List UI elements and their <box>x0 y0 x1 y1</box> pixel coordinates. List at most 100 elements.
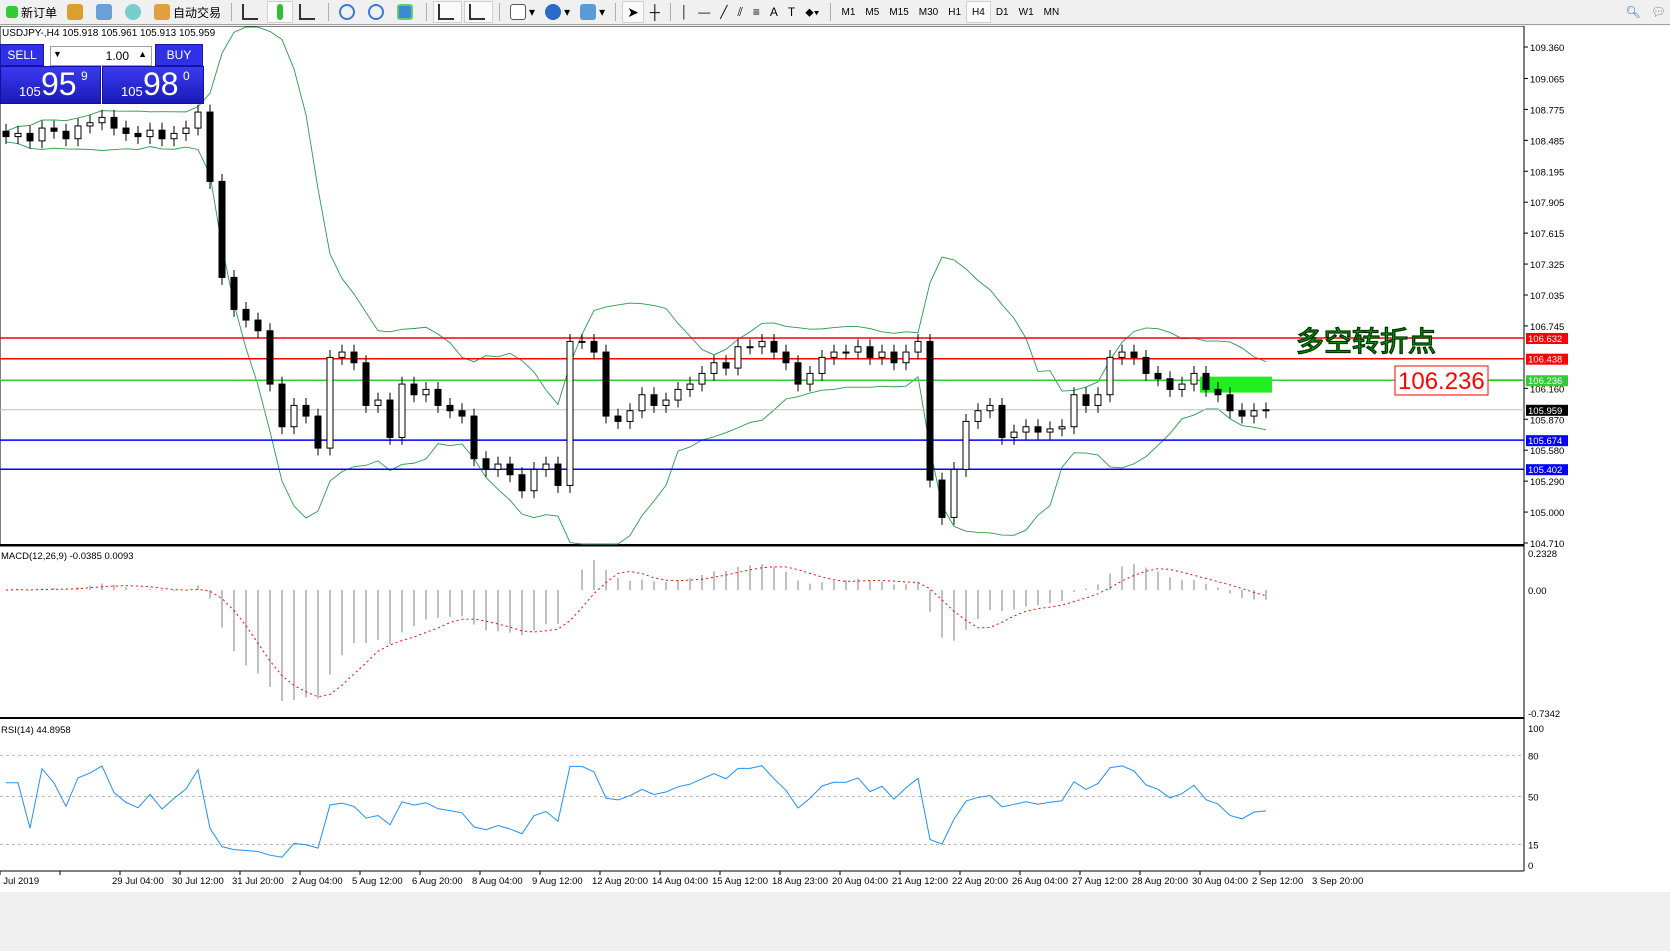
vertical-line-icon: │ <box>680 5 689 19</box>
candle-body <box>254 319 262 332</box>
candle-body <box>866 346 874 358</box>
tile-windows-icon <box>397 4 414 20</box>
candle-body <box>86 122 94 127</box>
periods-button[interactable]: ▾ <box>541 1 574 23</box>
sell-button[interactable]: SELL <box>0 44 44 66</box>
cursor-button[interactable]: ➤ <box>622 1 644 23</box>
vertical-line-button[interactable]: │ <box>677 1 693 23</box>
candle-body <box>350 351 358 364</box>
arrows-button[interactable]: ⬥▾ <box>801 1 823 23</box>
candle-body <box>1010 431 1018 438</box>
candle-body <box>542 463 550 470</box>
candle-body <box>1058 426 1066 430</box>
market-watch-icon <box>96 4 113 20</box>
zoom-in-button[interactable] <box>335 1 362 23</box>
candle-body <box>686 383 694 390</box>
chat-button[interactable]: 💬︎ <box>1647 1 1670 23</box>
arrows-icon: ⬥▾ <box>805 4 820 19</box>
candle-body <box>578 340 586 343</box>
rsi-axis-label: 0 <box>1528 861 1533 872</box>
ask-price[interactable]: 105 98 0 <box>102 66 204 104</box>
candle-body <box>218 180 226 278</box>
timeframe-w1[interactable]: W1 <box>1018 6 1034 18</box>
search-button[interactable]: 🔍︎ <box>1622 1 1645 23</box>
timeframe-m5[interactable]: M5 <box>865 6 880 18</box>
timeframe-d1[interactable]: D1 <box>995 6 1009 18</box>
auto-scroll-button[interactable] <box>433 1 463 23</box>
candle-body <box>26 132 34 142</box>
candle-body <box>14 132 22 138</box>
bar-chart-button[interactable] <box>238 1 265 23</box>
time-axis-label: 26 Aug 04:00 <box>1012 876 1068 887</box>
price-line-label: 105.674 <box>1528 436 1562 447</box>
candle-body <box>554 463 562 486</box>
lot-decrease-icon[interactable]: ▼ <box>53 49 62 59</box>
time-axis-label: 31 Jul 20:00 <box>232 876 284 887</box>
candle-body <box>1226 394 1234 412</box>
templates-button[interactable]: ▾ <box>576 1 609 23</box>
channel-button[interactable]: ⫽ <box>734 1 747 23</box>
price-tick-label: 108.775 <box>1530 105 1564 116</box>
line-chart-icon <box>299 4 316 20</box>
price-tick-label: 107.035 <box>1530 291 1564 302</box>
price-tick-label: 109.360 <box>1530 43 1564 54</box>
candle-body <box>950 468 958 518</box>
candle-body <box>398 383 406 438</box>
timeframe-h4[interactable]: H4 <box>966 1 991 23</box>
candle-body <box>914 340 922 353</box>
indicators-button[interactable]: ▾ <box>506 1 539 23</box>
bid-price[interactable]: 105 95 9 <box>0 66 101 104</box>
tile-windows-button[interactable] <box>393 1 420 23</box>
signals-button[interactable] <box>121 1 148 23</box>
trendline-button[interactable]: ╱ <box>716 1 731 23</box>
lot-value: 1.00 <box>105 49 129 63</box>
timeframe-bar: M1 M5 M15 M30 H1 H4 D1 W1 MN <box>837 1 1065 23</box>
new-order-icon <box>6 6 18 18</box>
separator <box>829 3 831 21</box>
timeframe-m15[interactable]: M15 <box>889 6 909 18</box>
price-line-label-bg <box>1526 375 1568 387</box>
timeframe-m1[interactable]: M1 <box>841 6 856 18</box>
price-tick-label: 105.870 <box>1530 415 1564 426</box>
lot-size-field[interactable]: ▼ 1.00 ▲ <box>50 46 152 66</box>
chart-window[interactable]: 109.360 109.065 108.775 108.485 108.195 107.9… <box>0 25 1670 892</box>
new-order-button[interactable]: 新订单 <box>2 1 61 23</box>
support-resistance-zone <box>1200 376 1272 393</box>
timeframe-m30[interactable]: M30 <box>918 6 939 18</box>
candle-body <box>206 111 214 182</box>
chart-shift-button[interactable] <box>464 1 494 23</box>
separator <box>426 3 428 21</box>
text-label-button[interactable]: T <box>784 1 799 23</box>
timeframe-h1[interactable]: H1 <box>948 6 962 18</box>
rsi-line <box>6 765 1267 858</box>
chart-canvas[interactable]: 109.360 109.065 108.775 108.485 108.195 107.9… <box>0 25 1670 892</box>
fibonacci-button[interactable]: ≡ <box>749 1 764 23</box>
text-button[interactable]: A <box>766 1 782 23</box>
candle-body <box>662 399 670 406</box>
candle-body <box>1166 378 1174 390</box>
candle-body <box>1214 388 1222 396</box>
macd-signal-line <box>5 566 1267 698</box>
price-tick-label: 108.485 <box>1530 136 1564 147</box>
candle-body <box>98 116 106 124</box>
candle-body <box>374 399 382 406</box>
market-watch-button[interactable] <box>92 1 119 23</box>
time-axis-label: 28 Aug 20:00 <box>1132 876 1188 887</box>
lot-increase-icon[interactable]: ▲ <box>138 49 147 59</box>
line-chart-button[interactable] <box>295 1 322 23</box>
time-axis-label: 9 Aug 12:00 <box>532 876 583 887</box>
crosshair-button[interactable]: ┼ <box>646 1 664 23</box>
zoom-out-button[interactable] <box>364 1 391 23</box>
timeframe-mn[interactable]: MN <box>1043 6 1060 18</box>
candlestick-button[interactable] <box>267 1 294 23</box>
buy-button[interactable]: BUY <box>155 44 203 66</box>
bid-small: 9 <box>81 69 88 83</box>
price-tick-label: 105.000 <box>1530 508 1564 519</box>
candle-body <box>1250 410 1258 417</box>
candle-body <box>1190 372 1198 385</box>
horizontal-line-button[interactable]: — <box>694 1 714 23</box>
metaeditor-button[interactable] <box>63 1 90 23</box>
auto-trading-button[interactable]: 自动交易 <box>150 1 225 23</box>
time-axis-label: 30 Jul 12:00 <box>172 876 224 887</box>
candle-body <box>266 330 274 385</box>
